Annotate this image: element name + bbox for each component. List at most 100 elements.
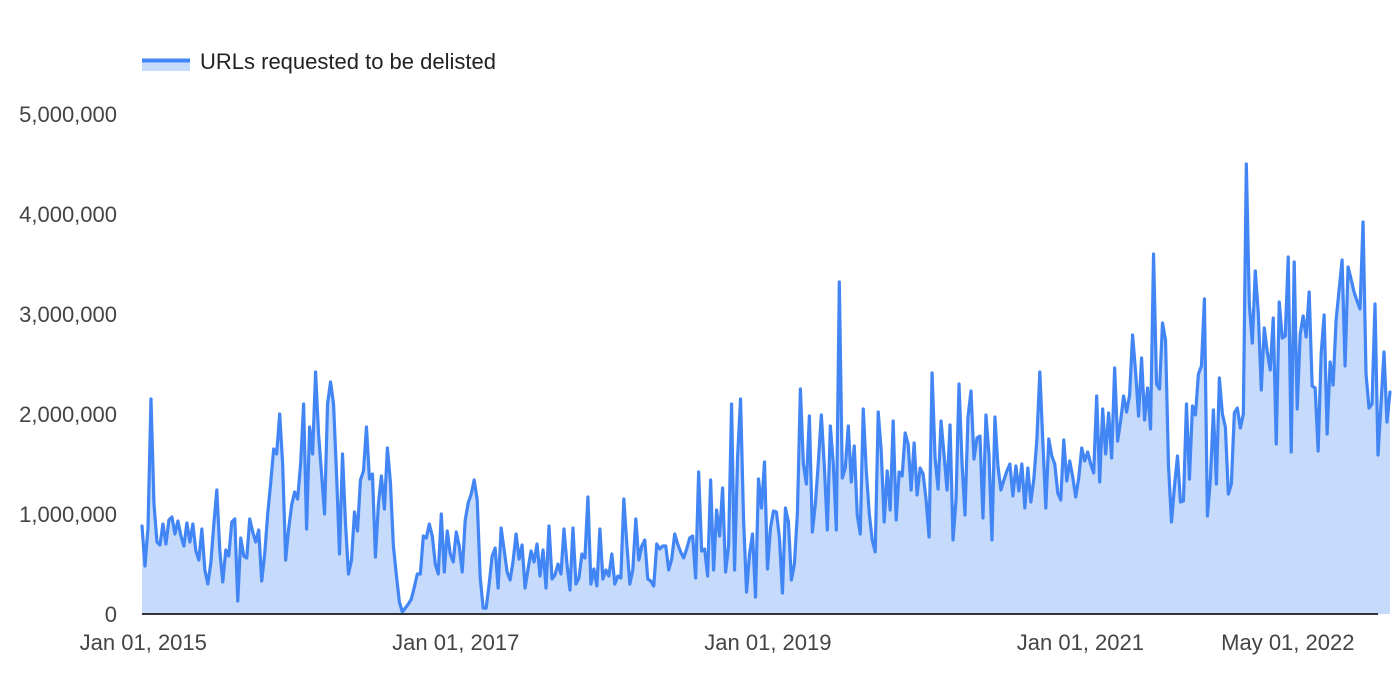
data-point: [903, 431, 907, 435]
data-point: [1158, 387, 1162, 391]
data-point: [547, 524, 551, 528]
data-point: [912, 441, 916, 445]
data-point: [436, 572, 440, 576]
data-point: [610, 552, 614, 556]
data-point: [418, 572, 422, 576]
data-point: [1274, 442, 1278, 446]
data-point: [221, 580, 225, 584]
data-point: [1196, 372, 1200, 376]
data-point: [736, 456, 740, 460]
data-point: [463, 518, 467, 522]
data-point: [200, 527, 204, 531]
data-point: [526, 567, 530, 571]
data-point: [367, 477, 371, 481]
data-point: [254, 540, 258, 544]
data-point: [352, 510, 356, 514]
data-point: [619, 576, 623, 580]
data-point: [1172, 484, 1176, 488]
data-point: [762, 460, 766, 464]
data-point: [1077, 476, 1081, 480]
legend-label: URLs requested to be delisted: [200, 49, 496, 74]
data-point: [406, 602, 410, 606]
data-point: [577, 576, 581, 580]
data-point: [1056, 491, 1060, 495]
data-point: [1364, 372, 1368, 376]
data-point: [613, 582, 617, 586]
data-point: [987, 452, 991, 456]
data-point: [568, 588, 572, 592]
data-point: [140, 524, 144, 528]
data-point: [670, 557, 674, 561]
data-point: [721, 486, 725, 490]
data-point: [179, 534, 183, 538]
data-point: [951, 538, 955, 542]
data-point: [783, 506, 787, 510]
data-point: [1349, 277, 1353, 281]
data-point: [239, 536, 243, 540]
data-point: [143, 564, 147, 568]
data-point: [442, 570, 446, 574]
data-point: [1089, 462, 1093, 466]
data-point: [993, 415, 997, 419]
data-point: [1047, 437, 1051, 441]
data-point: [332, 402, 336, 406]
y-tick-label: 0: [105, 602, 117, 627]
data-point: [1373, 302, 1377, 306]
data-point: [631, 568, 635, 572]
data-point: [430, 534, 434, 538]
data-point: [248, 517, 252, 521]
data-point: [984, 413, 988, 417]
data-point: [1062, 438, 1066, 442]
data-point: [1208, 477, 1212, 481]
data-point: [472, 478, 476, 482]
data-point: [170, 515, 174, 519]
data-point: [1214, 482, 1218, 486]
x-tick-label: Jan 01, 2021: [1017, 630, 1144, 655]
data-point: [251, 530, 255, 534]
data-point: [194, 549, 198, 553]
x-tick-label: Jan 01, 2017: [392, 630, 519, 655]
data-point: [589, 582, 593, 586]
data-point: [798, 387, 802, 391]
data-point: [816, 460, 820, 464]
data-point: [1217, 376, 1221, 380]
data-point: [709, 478, 713, 482]
data-point: [1253, 269, 1257, 273]
data-point: [341, 452, 345, 456]
data-point: [858, 532, 862, 536]
data-point: [1262, 326, 1266, 330]
data-point: [1190, 404, 1194, 408]
data-point: [1211, 408, 1215, 412]
data-point: [870, 538, 874, 542]
data-point: [355, 529, 359, 533]
data-point: [1008, 462, 1012, 466]
data-point: [1104, 452, 1108, 456]
data-point: [915, 493, 919, 497]
data-point: [658, 547, 662, 551]
data-point: [209, 561, 213, 565]
data-point: [257, 528, 261, 532]
data-point: [789, 578, 793, 582]
x-tick-label: Jan 01, 2019: [704, 630, 831, 655]
data-point: [751, 532, 755, 536]
data-point: [897, 470, 901, 474]
data-point: [1220, 412, 1224, 416]
data-point: [855, 513, 859, 517]
data-point: [1131, 333, 1135, 337]
data-point: [403, 606, 407, 610]
data-point: [338, 552, 342, 556]
data-point: [329, 380, 333, 384]
series-line[interactable]: [140, 162, 1392, 614]
legend[interactable]: URLs requested to be delisted: [142, 49, 496, 74]
data-point: [203, 568, 207, 572]
data-point: [607, 574, 611, 578]
data-point: [1301, 314, 1305, 318]
data-point: [1382, 350, 1386, 354]
data-point: [1119, 419, 1123, 423]
data-point: [445, 529, 449, 533]
data-point: [1304, 335, 1308, 339]
data-point: [1355, 299, 1359, 303]
data-point: [622, 497, 626, 501]
data-point: [1181, 499, 1185, 503]
data-point: [164, 542, 168, 546]
